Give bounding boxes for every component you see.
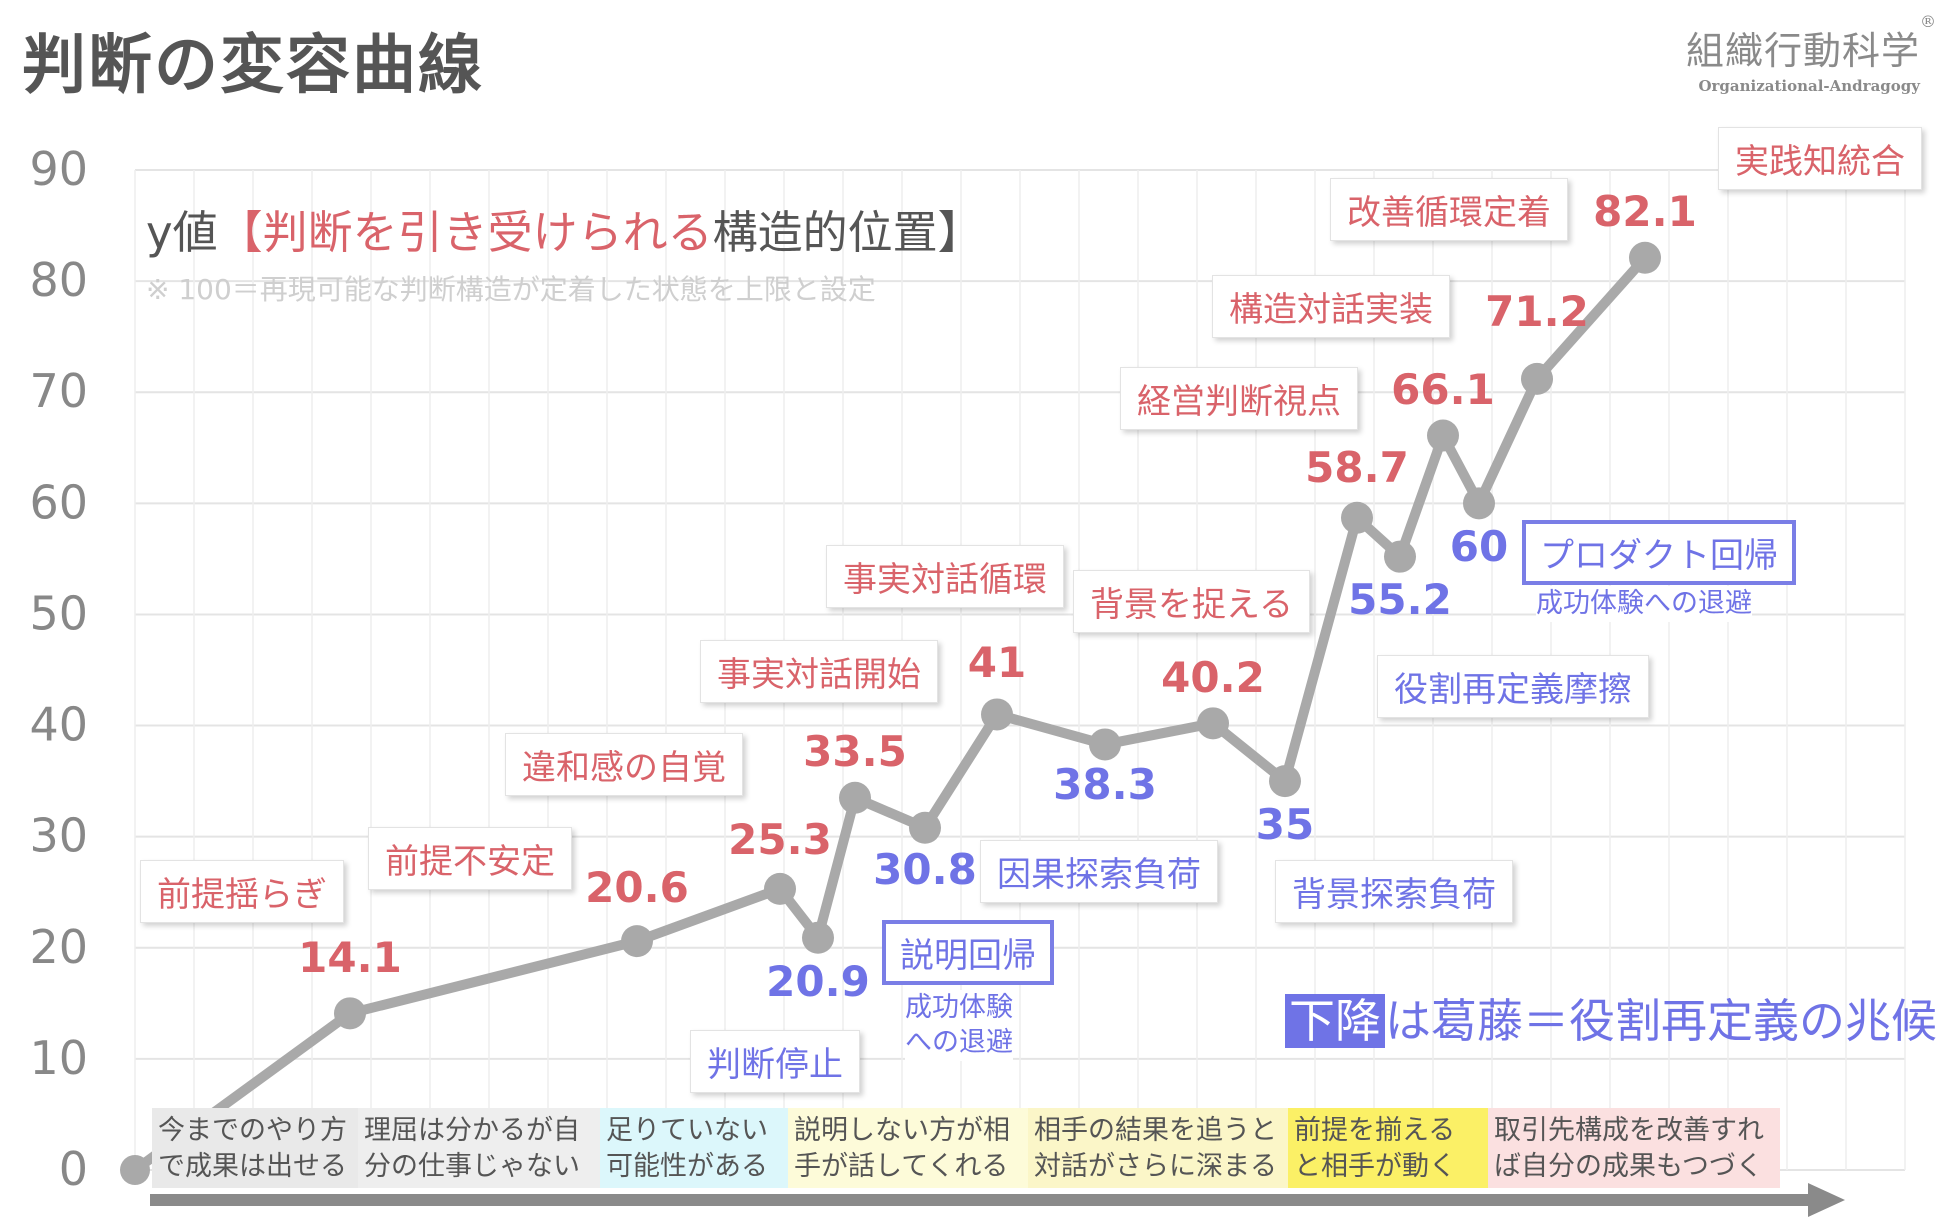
stage-box: 前提を揃える と相手が動く <box>1288 1108 1488 1188</box>
brand-name: 組織行動科学 <box>1685 29 1920 73</box>
value-label: 71.2 <box>1485 287 1589 336</box>
page-title: 判断の変容曲線 <box>22 29 484 103</box>
annotation-13: 構造対話実装 <box>1212 275 1450 338</box>
brand-sub: Organizational-Andragogy <box>1698 77 1920 95</box>
stage-box: 理屈は分かるが自 分の仕事じゃない <box>358 1108 600 1188</box>
stage-line1: 前提を揃える <box>1294 1115 1456 1146</box>
y-tick-label: 40 <box>29 698 88 752</box>
value-label: 25.3 <box>728 815 832 864</box>
stage-box: 足りていない 可能性がある <box>600 1108 788 1188</box>
value-label: 33.5 <box>803 727 907 776</box>
stage-line2: で成果は出せる <box>158 1151 347 1182</box>
data-point <box>334 997 366 1030</box>
data-point <box>1384 540 1416 573</box>
y-tick-label: 10 <box>29 1031 88 1085</box>
value-label: 20.6 <box>585 863 689 912</box>
value-label: 55.2 <box>1348 575 1452 624</box>
stage-line2: 手が話してくれる <box>794 1151 1009 1182</box>
y-tick-label: 70 <box>29 364 88 418</box>
chart-note: ※ 100＝再現可能な判断構造が定着した状態を上限と設定 <box>146 273 876 306</box>
brand-logo: 組織行動科学 Organizational-Andragogy ® <box>1685 12 1936 95</box>
annotation-16: 実践知統合 <box>1718 127 1922 190</box>
stage-line2: ば自分の成果もつづく <box>1494 1151 1763 1182</box>
value-label: 20.9 <box>766 957 870 1006</box>
value-label: 35 <box>1256 800 1314 849</box>
stage-line1: 相手の結果を追うと <box>1034 1115 1277 1146</box>
data-point <box>1521 362 1553 395</box>
data-point <box>1629 241 1661 274</box>
stage-line2: 可能性がある <box>606 1151 768 1182</box>
annotation-12: 役割再定義摩擦 <box>1377 655 1649 718</box>
stage-box: 相手の結果を追うと 対話がさらに深まる <box>1028 1108 1288 1188</box>
value-label: 66.1 <box>1391 365 1495 414</box>
annotation-subnote: 成功体験への退避 <box>1536 586 1752 622</box>
annotation-4: 判断停止 <box>690 1030 860 1093</box>
y-tick-label: 90 <box>29 142 88 196</box>
annotation-2: 前提不安定 <box>368 827 572 890</box>
stage-line1: 足りていない <box>606 1115 768 1146</box>
value-label: 58.7 <box>1305 443 1409 492</box>
annotation-1: 前提揺らぎ <box>140 860 344 923</box>
x-axis-arrow-icon <box>1808 1183 1845 1217</box>
value-label: 40.2 <box>1161 653 1265 702</box>
data-point <box>764 872 796 905</box>
value-label: 14.1 <box>298 933 402 982</box>
data-point <box>981 698 1013 731</box>
stage-line1: 今までのやり方 <box>158 1115 347 1146</box>
data-point <box>120 1155 150 1185</box>
annotation-subnote: 成功体験 <box>905 990 1013 1026</box>
annotation-9: 背景を捉える <box>1073 570 1310 633</box>
annotation-subnote: への退避 <box>905 1025 1013 1061</box>
stage-line2: 対話がさらに深まる <box>1034 1151 1277 1182</box>
value-label: 41 <box>968 638 1026 687</box>
y-tick-label: 50 <box>29 586 88 640</box>
registered-mark: ® <box>1920 12 1936 31</box>
data-point <box>909 811 941 844</box>
stage-line2: 分の仕事じゃない <box>364 1151 580 1182</box>
y-tick-label: 30 <box>29 809 88 863</box>
stage-line1: 説明しない方が相 <box>794 1115 1010 1146</box>
y-label-highlight: 判断を引き受けられる <box>262 206 713 259</box>
stage-box: 取引先構成を改善すれ ば自分の成果もつづく <box>1488 1108 1780 1188</box>
value-label: 38.3 <box>1053 760 1157 809</box>
y-tick-label: 0 <box>59 1142 88 1196</box>
stage-box: 説明しない方が相 手が話してくれる <box>788 1108 1028 1188</box>
y-label-prefix: y値 <box>146 206 218 259</box>
annotation-11: 経営判断視点 <box>1120 367 1358 430</box>
y-tick-label: 60 <box>29 475 88 529</box>
stage-line1: 取引先構成を改善すれ <box>1494 1115 1764 1146</box>
stage-box: 今までのやり方 で成果は出せる <box>152 1108 358 1188</box>
data-point <box>1427 419 1459 452</box>
data-point <box>1089 728 1121 761</box>
annotation-14: プロダクト回帰 <box>1522 520 1796 585</box>
data-point <box>839 781 871 814</box>
data-point <box>621 925 653 958</box>
stage-line2: と相手が動く <box>1294 1151 1456 1182</box>
annotation-15: 改善循環定着 <box>1330 178 1568 241</box>
annotation-7: 事実対話循環 <box>826 545 1064 608</box>
annotation-3: 違和感の自覚 <box>505 733 743 796</box>
y-tick-label: 20 <box>29 920 88 974</box>
data-point <box>1197 707 1229 740</box>
annotation-5: 事実対話開始 <box>700 640 938 703</box>
y-tick-label: 80 <box>29 253 88 307</box>
stage-line1: 理屈は分かるが自 <box>364 1115 580 1146</box>
data-point <box>802 921 834 954</box>
chart-y-label: y値【判断を引き受けられる構造的位置】 <box>146 196 983 261</box>
legend-highlight: 下降 <box>1285 994 1385 1048</box>
annotation-6: 説明回帰 <box>882 920 1054 985</box>
value-label: 30.8 <box>873 845 977 894</box>
value-label: 82.1 <box>1593 187 1697 236</box>
y-label-open: 【 <box>217 206 263 259</box>
annotation-10: 背景探索負荷 <box>1275 860 1513 923</box>
legend-note: 下降は葛藤＝役割再定義の兆候 <box>1285 985 1937 1051</box>
value-label: 60 <box>1450 522 1508 571</box>
data-point <box>1463 487 1495 520</box>
legend-text: は葛藤＝役割再定義の兆候 <box>1385 994 1937 1048</box>
annotation-8: 因果探索負荷 <box>980 840 1218 903</box>
y-label-suffix: 構造的位置】 <box>712 206 983 259</box>
data-point <box>1341 501 1373 534</box>
data-point <box>1269 765 1301 798</box>
